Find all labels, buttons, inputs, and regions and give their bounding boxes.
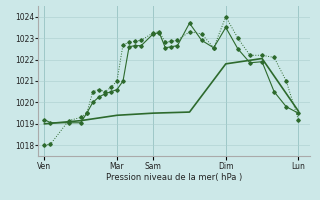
X-axis label: Pression niveau de la mer( hPa ): Pression niveau de la mer( hPa ) <box>106 173 243 182</box>
